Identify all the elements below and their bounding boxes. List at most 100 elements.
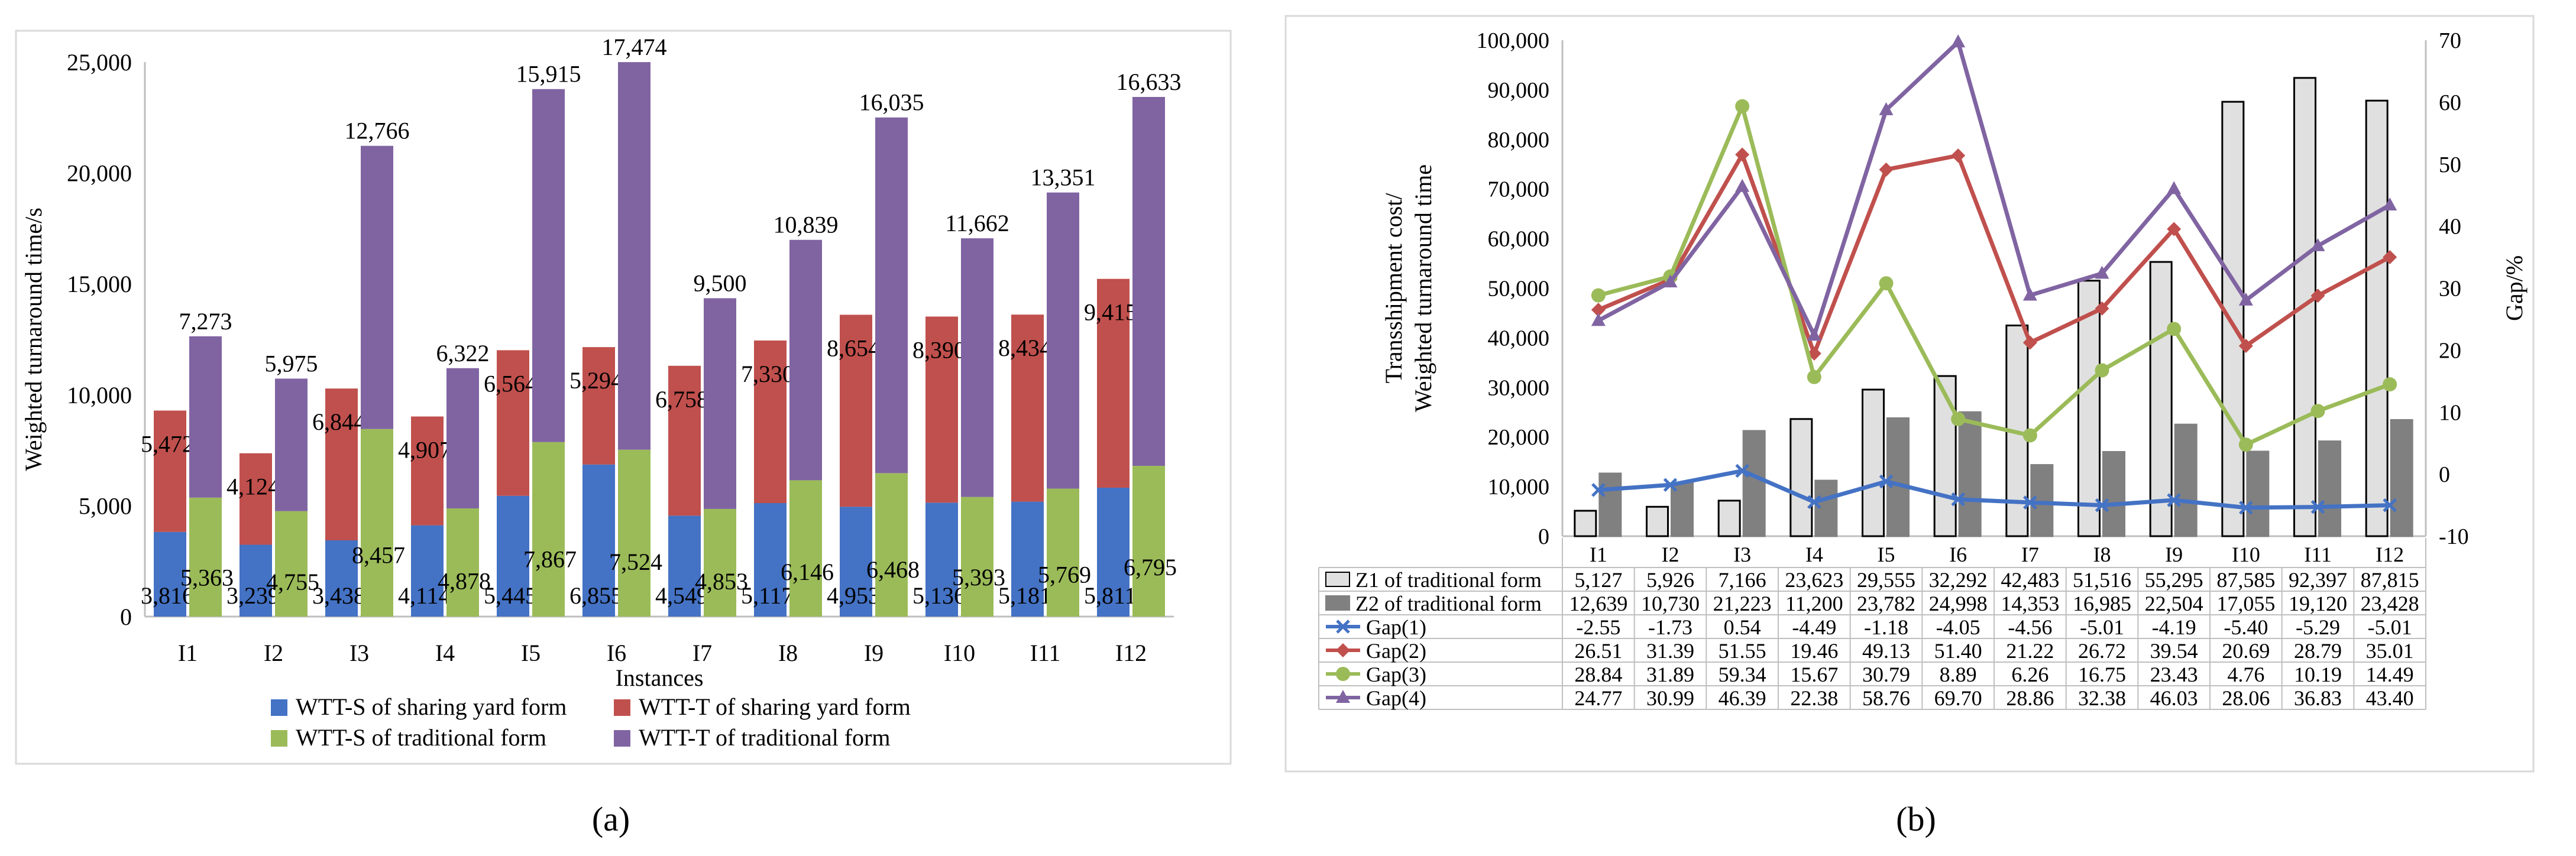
marker-gap-1	[1735, 463, 1749, 478]
data-label: 6,146	[781, 559, 834, 585]
table-cell: 31.89	[1646, 663, 1694, 686]
table-cell: 8.89	[1940, 663, 1977, 686]
marker-gap-3	[1879, 276, 1894, 291]
table-cell: 87,585	[2216, 568, 2275, 592]
x-tick-label: I4	[435, 640, 455, 666]
bar-z1-of-traditional-form	[2293, 77, 2316, 537]
bar-wtt-s-of-sharing-yard-form	[411, 525, 444, 617]
x-tick-label: I10	[944, 640, 975, 666]
bar-wtt-t-of-traditional-form	[789, 239, 822, 481]
table-cell: 31.39	[1646, 639, 1694, 663]
table-cell: 21.22	[2006, 639, 2054, 663]
y-tick-label: 20,000	[67, 160, 132, 187]
x-tick-label: I1	[1590, 543, 1607, 566]
x-axis-title: Instances	[616, 664, 704, 691]
table-cell: 46.39	[1719, 686, 1766, 710]
table-cell: 69.70	[1934, 686, 1982, 710]
marker-gap-4	[1951, 34, 1966, 48]
y-left-axis-title: Transshipment cost/	[1380, 193, 1407, 384]
panel-b-label: (b)	[1896, 800, 1936, 838]
y-left-tick-label: 100,000	[1477, 28, 1550, 53]
bar-z1-of-traditional-form	[2149, 261, 2173, 537]
marker-gap-2	[2095, 301, 2109, 316]
legend-marker	[1336, 643, 1350, 657]
marker-gap-2	[1591, 303, 1606, 317]
panel-b-frame	[1284, 15, 2535, 773]
bar-wtt-s-of-traditional-form	[1132, 466, 1165, 617]
data-label: 4,907	[398, 437, 451, 463]
data-label: 5,811	[1084, 582, 1137, 609]
data-label: 13,351	[1031, 164, 1096, 191]
bar-wtt-t-of-sharing-yard-form	[1011, 314, 1044, 502]
table-cell: 32,292	[1929, 568, 1988, 592]
bar-wtt-s-of-traditional-form	[618, 449, 651, 617]
y-axis-title: Weighted turnaround time/s	[20, 207, 47, 471]
data-label: 8,390	[912, 337, 966, 364]
marker-gap-3	[1951, 411, 1966, 426]
data-label: 5,294	[569, 367, 623, 394]
marker-gap-2	[2310, 288, 2325, 303]
data-label: 15,915	[516, 61, 581, 87]
data-label: 12,766	[345, 118, 410, 144]
table-cell: 58.76	[1862, 686, 1910, 710]
data-label: 5,769	[1038, 562, 1091, 588]
data-label: 7,273	[179, 308, 232, 335]
table-cell: 23,428	[2361, 592, 2419, 615]
table-cell: -4.19	[2152, 615, 2196, 639]
bar-wtt-t-of-sharing-yard-form	[411, 416, 444, 526]
bar-wtt-t-of-sharing-yard-form	[325, 388, 358, 541]
y-right-tick-label: 70	[2439, 28, 2461, 53]
legend-label: Gap(1)	[1366, 615, 1426, 639]
y-right-axis-title: Gap/%	[2501, 255, 2528, 321]
marker-gap-3	[1591, 288, 1606, 303]
x-tick-label: I3	[1733, 543, 1751, 566]
legend-label: WTT-S of sharing yard form	[296, 693, 567, 720]
table-cell: 51,516	[2073, 568, 2131, 592]
marker-gap-3	[2310, 404, 2325, 419]
bar-wtt-s-of-traditional-form	[789, 480, 822, 617]
data-label: 4,878	[438, 568, 491, 595]
table-cell: -1.18	[1864, 615, 1908, 639]
marker-gap-1	[2239, 500, 2253, 515]
legend-marker	[1336, 667, 1350, 681]
table-cell: 28.06	[2222, 686, 2270, 710]
table-cell: 35.01	[2366, 639, 2414, 663]
line-gap-4	[1597, 38, 2391, 341]
data-label: 3,438	[312, 582, 365, 609]
data-label: 3,816	[141, 582, 194, 609]
x-tick-label: I1	[178, 640, 198, 666]
table-cell: 87,815	[2361, 568, 2419, 592]
marker-gap-2	[1735, 147, 1750, 162]
data-label: 4,853	[695, 568, 748, 595]
data-label: 7,867	[523, 546, 577, 573]
bar-wtt-s-of-sharing-yard-form	[154, 531, 186, 617]
table-cell: 16.75	[2078, 663, 2126, 686]
table-cell: 28.84	[1574, 663, 1622, 686]
bar-wtt-s-of-sharing-yard-form	[840, 507, 872, 617]
table-cell: 29,555	[1857, 568, 1915, 592]
y-right-tick-label: 0	[2439, 462, 2450, 487]
bar-wtt-s-of-traditional-form	[189, 497, 222, 617]
y-left-tick-label: 50,000	[1488, 277, 1550, 301]
marker-gap-4	[2310, 238, 2325, 251]
bar-wtt-s-of-traditional-form	[446, 508, 479, 617]
bar-wtt-t-of-traditional-form	[275, 378, 308, 511]
bar-wtt-s-of-sharing-yard-form	[582, 464, 615, 617]
data-label: 4,755	[266, 569, 319, 595]
table-cell: 36.83	[2294, 686, 2342, 710]
data-label: 9,500	[694, 270, 747, 296]
bar-wtt-t-of-traditional-form	[875, 117, 908, 474]
x-tick-label: I3	[349, 640, 369, 666]
bar-wtt-t-of-traditional-form	[361, 145, 393, 429]
data-label: 6,795	[1124, 554, 1177, 581]
bar-wtt-t-of-sharing-yard-form	[668, 365, 701, 516]
bar-z2-of-traditional-form	[2102, 450, 2125, 537]
bar-wtt-t-of-traditional-form	[532, 89, 565, 442]
marker-gap-4	[2167, 181, 2182, 194]
bar-wtt-t-of-sharing-yard-form	[497, 350, 529, 496]
table-cell: 5,127	[1574, 568, 1622, 592]
table-cell: 30.99	[1646, 686, 1694, 710]
data-label: 4,124	[226, 474, 280, 500]
y-left-tick-label: 90,000	[1488, 78, 1550, 103]
legend-label: WTT-T of traditional form	[639, 724, 890, 751]
